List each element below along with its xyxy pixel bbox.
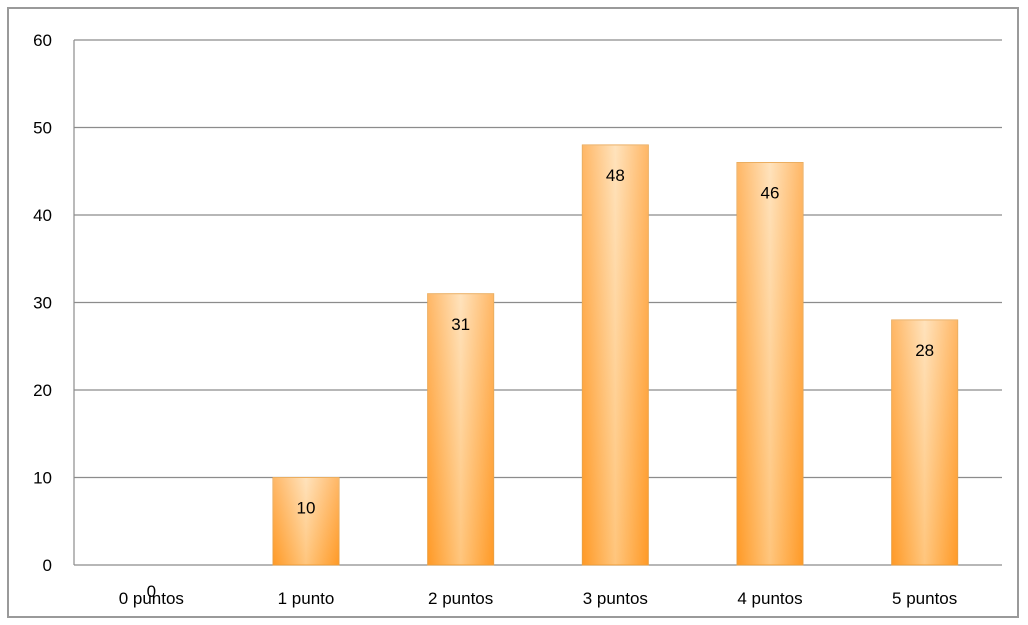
x-axis-tick-labels: 0 puntos 1 punto 2 puntos 3 puntos 4 puntos 5… xyxy=(119,589,958,608)
y-tick-label: 10 xyxy=(33,469,52,488)
x-tick-label: 2 puntos xyxy=(428,589,493,608)
gridlines xyxy=(73,39,1002,566)
x-tick-label: 0 puntos xyxy=(119,589,184,608)
x-tick-label: 1 punto xyxy=(278,589,335,608)
x-tick-label: 3 puntos xyxy=(583,589,648,608)
data-labels: 0 10 31 48 46 28 xyxy=(147,166,935,601)
bars xyxy=(272,144,959,566)
data-label: 48 xyxy=(606,166,625,185)
y-tick-label: 40 xyxy=(33,206,52,225)
y-tick-label: 0 xyxy=(43,556,52,575)
chart-frame xyxy=(7,7,1019,618)
y-axis-tick-labels: 0 10 20 30 40 50 60 xyxy=(33,31,52,575)
x-tick-label: 4 puntos xyxy=(737,589,802,608)
data-label: 0 xyxy=(147,582,156,601)
bar-shade xyxy=(427,293,494,565)
data-label: 28 xyxy=(915,341,934,360)
bar-shade xyxy=(273,477,339,565)
data-label: 46 xyxy=(761,184,780,203)
y-tick-label: 50 xyxy=(33,119,52,138)
bar-shade xyxy=(582,145,649,565)
y-tick-label: 20 xyxy=(33,381,52,400)
data-label: 31 xyxy=(451,315,470,334)
y-tick-label: 30 xyxy=(33,294,52,313)
y-tick-label: 60 xyxy=(33,31,52,50)
x-tick-label: 5 puntos xyxy=(892,589,957,608)
bar-shade xyxy=(891,320,958,565)
data-label: 10 xyxy=(297,499,316,518)
bar-shade xyxy=(737,162,803,565)
